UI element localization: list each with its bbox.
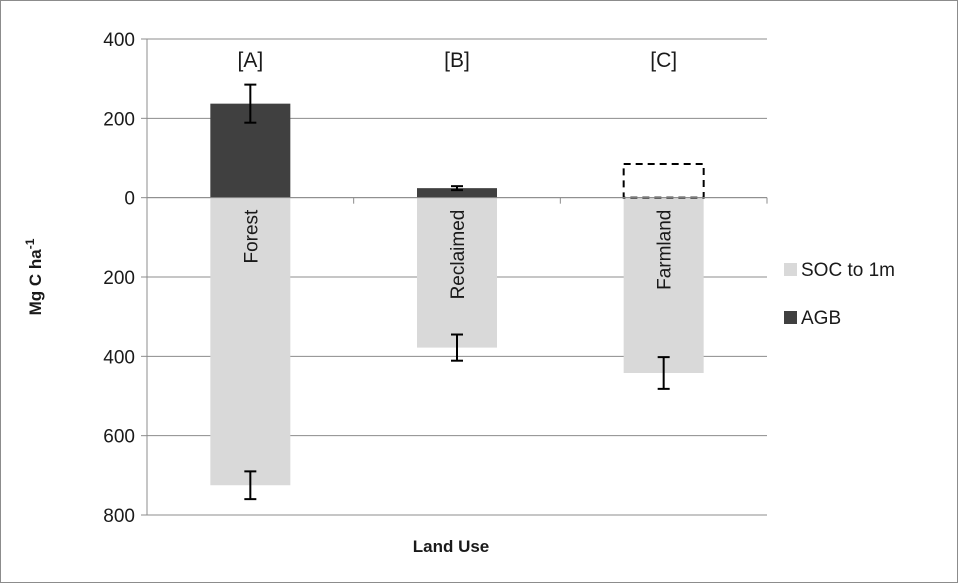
y-tick-label: 400 [103,347,135,368]
y-tick-label: 400 [103,30,135,51]
legend-label: AGB [801,308,841,329]
y-axis-title-superscript: -1 [23,238,37,249]
category-label: Reclaimed [448,210,469,300]
y-tick-label: 0 [124,189,135,210]
panel-label: [C] [650,49,677,72]
y-tick-label: 600 [103,427,135,448]
legend-label: SOC to 1m [801,260,895,281]
bar-soc-to-1m [210,197,291,486]
panel-label: [B] [444,49,470,72]
y-tick-label: 200 [103,109,135,130]
y-axis-title: Mg C ha-1 [23,238,45,315]
dashed-outline-bar [622,162,705,199]
legend: SOC to 1m AGB [784,260,895,329]
bars [210,103,705,486]
error-bars [244,83,670,501]
category-label: Farmland [655,210,676,290]
x-axis-title: Land Use [413,537,490,556]
legend-swatch [784,263,797,276]
y-tick-label: 800 [103,506,135,527]
bar-soc-to-1m [417,197,497,348]
labels: [A] [B] [C] Forest Reclaimed Farmland [237,49,677,299]
category-label: Forest [241,209,262,264]
bar-agb [417,188,497,198]
panel-label: [A] [237,49,263,72]
bar-soc-to-1m [623,197,704,373]
axes: 400 200 0 200 400 600 800 [103,30,768,527]
legend-swatch [784,311,797,324]
y-tick-label: 200 [103,268,135,289]
y-axis-title-main: Mg C ha [26,249,45,316]
